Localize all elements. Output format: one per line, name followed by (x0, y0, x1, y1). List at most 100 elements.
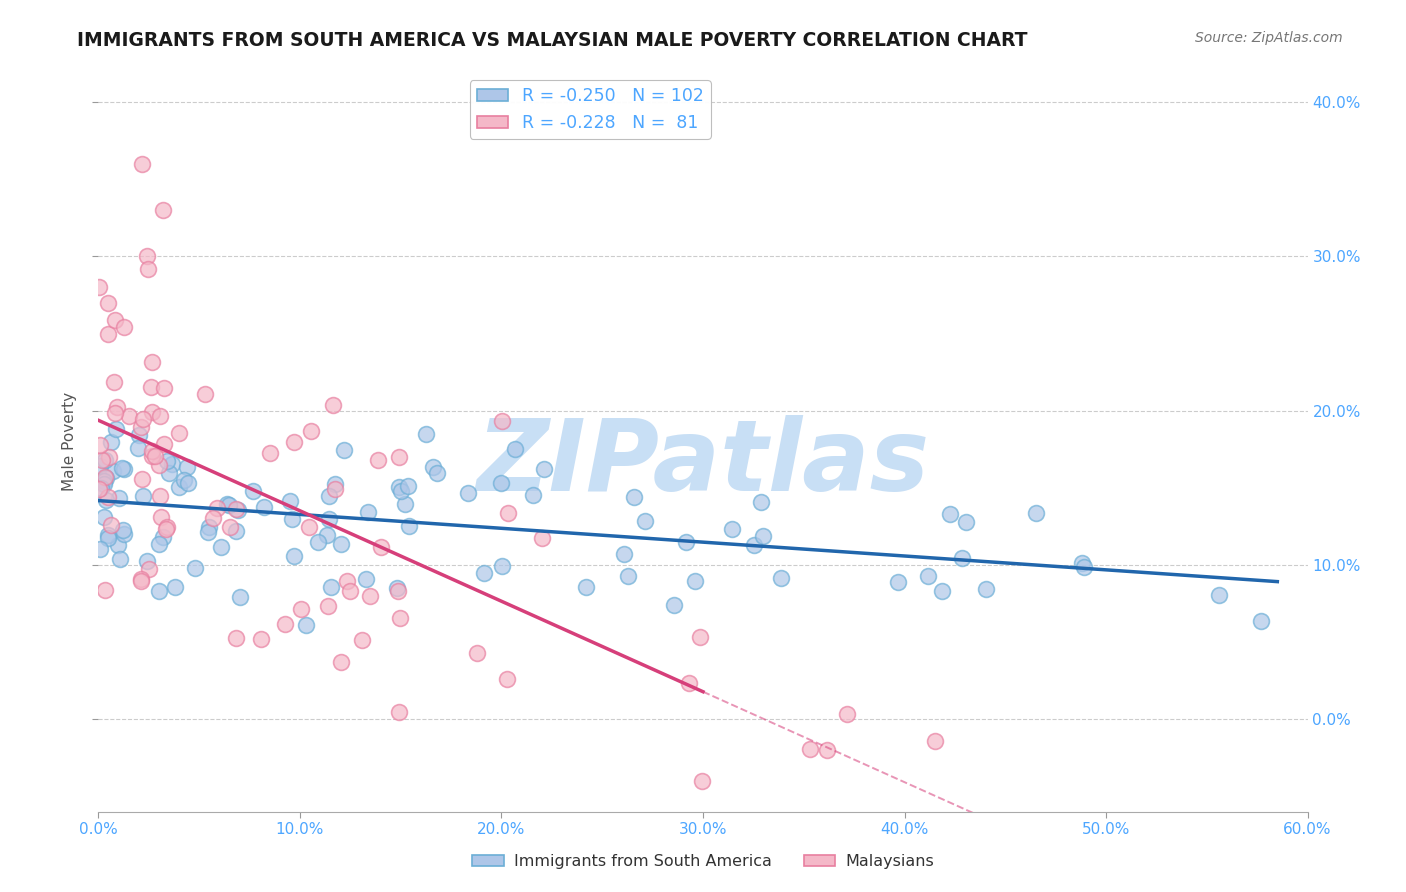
Point (148, 537, 170, 551)
Point (118, 409, 141, 424)
Point (138, 562, 160, 576)
Point (318, 599, 340, 613)
Point (141, 444, 163, 458)
Point (662, 598, 685, 612)
Point (675, 535, 697, 549)
Point (89, 542, 111, 557)
Point (150, 509, 173, 524)
Point (307, 534, 329, 549)
Point (623, 490, 645, 504)
Point (751, 495, 773, 509)
Point (198, 519, 221, 533)
Point (141, 405, 163, 419)
Point (97, 528, 120, 542)
Point (90, 453, 112, 467)
Point (131, 489, 153, 503)
Point (108, 552, 131, 566)
Point (398, 518, 420, 533)
Point (105, 400, 128, 414)
Point (97, 326, 120, 341)
Point (93, 510, 115, 524)
Point (280, 494, 302, 508)
Point (152, 530, 174, 544)
Point (87, 280, 110, 294)
Point (955, 515, 977, 529)
Point (112, 527, 135, 541)
Point (112, 461, 135, 475)
Point (128, 428, 150, 442)
Text: IMMIGRANTS FROM SOUTH AMERICA VS MALAYSIAN MALE POVERTY CORRELATION CHART: IMMIGRANTS FROM SOUTH AMERICA VS MALAYSI… (77, 31, 1028, 50)
Point (97, 296, 120, 310)
Point (148, 583, 170, 598)
Point (229, 590, 252, 604)
Point (152, 203, 174, 218)
Point (156, 520, 179, 534)
Point (97, 450, 120, 464)
Point (143, 449, 166, 463)
Point (394, 497, 416, 511)
Point (104, 406, 127, 420)
Point (887, 574, 910, 589)
Point (388, 705, 411, 719)
Point (751, 529, 773, 543)
Point (931, 584, 953, 599)
Point (678, 675, 700, 690)
Point (799, 742, 821, 756)
Point (129, 420, 152, 434)
Point (103, 375, 125, 389)
Point (354, 572, 377, 586)
Point (100, 517, 122, 532)
Point (318, 512, 340, 526)
Point (426, 467, 449, 481)
Point (295, 617, 318, 632)
Point (94, 470, 117, 484)
Point (89, 437, 111, 451)
Point (93, 474, 115, 488)
Point (522, 488, 544, 502)
Point (491, 414, 513, 428)
Point (141, 355, 163, 369)
Point (149, 409, 172, 423)
Point (350, 633, 373, 648)
Point (283, 549, 305, 564)
Y-axis label: Male Poverty: Male Poverty (62, 392, 77, 491)
Point (336, 574, 359, 589)
Point (533, 462, 555, 476)
Point (634, 514, 657, 528)
Point (202, 510, 225, 524)
Point (321, 581, 343, 595)
Point (330, 656, 353, 670)
Point (721, 522, 744, 536)
Point (94, 470, 117, 484)
Point (769, 572, 792, 586)
Point (318, 489, 340, 503)
Point (160, 457, 183, 471)
Point (742, 538, 765, 552)
Point (259, 446, 281, 460)
Point (835, 707, 858, 722)
Point (167, 425, 190, 440)
Point (93, 477, 115, 491)
Point (253, 500, 276, 514)
Point (370, 540, 392, 554)
Point (169, 480, 191, 494)
Point (157, 466, 180, 480)
Point (225, 501, 247, 516)
Point (290, 602, 312, 616)
Point (104, 313, 127, 327)
Point (387, 584, 409, 599)
Point (489, 475, 512, 490)
Point (396, 478, 419, 492)
Point (367, 453, 389, 467)
Point (690, 773, 713, 788)
Point (94, 453, 117, 467)
Point (218, 520, 240, 534)
Point (323, 483, 346, 497)
Point (129, 574, 152, 588)
Point (357, 504, 380, 518)
Legend: R = -0.250   N = 102, R = -0.228   N =  81: R = -0.250 N = 102, R = -0.228 N = 81 (470, 80, 711, 138)
Point (505, 442, 527, 457)
Point (491, 559, 513, 574)
Point (136, 262, 159, 277)
Point (141, 449, 163, 463)
